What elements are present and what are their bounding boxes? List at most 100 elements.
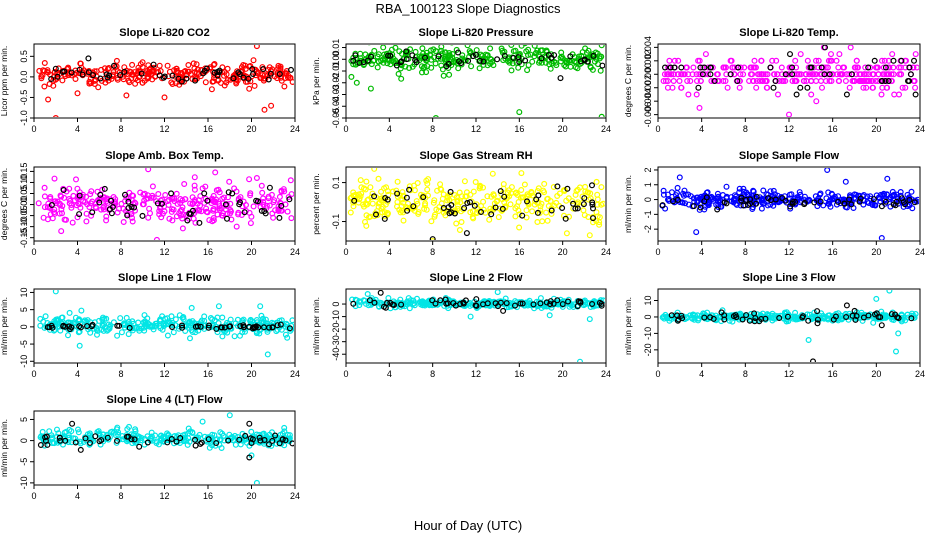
- data-point: [835, 64, 842, 71]
- x-tick-label: 0: [31, 247, 36, 257]
- data-point: [229, 190, 236, 197]
- data-point: [65, 319, 72, 326]
- data-point: [559, 301, 566, 308]
- data-point: [872, 77, 879, 84]
- data-point: [747, 71, 754, 78]
- data-point: [783, 316, 790, 323]
- y-tick-label: -0.006: [643, 102, 653, 128]
- series-all: [35, 168, 294, 240]
- data-point: [430, 199, 437, 206]
- data-point: [598, 300, 605, 307]
- data-point: [66, 309, 73, 316]
- data-point: [246, 454, 253, 461]
- data-point: [833, 57, 840, 64]
- data-point: [760, 187, 767, 194]
- data-point: [701, 64, 708, 71]
- data-point: [41, 59, 48, 66]
- data-point: [193, 61, 200, 68]
- data-point: [224, 329, 231, 336]
- data-point: [201, 190, 208, 197]
- data-point: [154, 200, 161, 207]
- data-point: [747, 200, 754, 207]
- data-point: [165, 432, 172, 439]
- data-point: [687, 77, 694, 84]
- data-point: [99, 186, 106, 193]
- y-tick-label: -10: [643, 327, 653, 340]
- data-point: [77, 324, 84, 331]
- data-point: [132, 439, 139, 446]
- data-point: [459, 52, 466, 59]
- data-point: [85, 69, 92, 76]
- data-point: [500, 307, 507, 314]
- data-point: [185, 61, 192, 68]
- data-point: [432, 300, 439, 307]
- data-point: [699, 71, 706, 78]
- data-point: [669, 198, 676, 205]
- y-tick-label: -0.5: [19, 90, 29, 106]
- data-point: [104, 431, 111, 438]
- data-point: [189, 329, 196, 336]
- data-point: [375, 200, 382, 207]
- data-point: [812, 57, 819, 64]
- data-point: [397, 65, 404, 72]
- data-point: [278, 187, 285, 194]
- data-point: [171, 195, 178, 202]
- data-point: [124, 212, 131, 219]
- data-point: [100, 206, 107, 213]
- data-point: [195, 206, 202, 213]
- data-point: [801, 77, 808, 84]
- data-point: [487, 208, 494, 215]
- data-point: [97, 191, 104, 198]
- x-tick-label: 20: [246, 491, 256, 501]
- data-point: [458, 219, 465, 226]
- data-point: [77, 446, 84, 453]
- data-point: [738, 194, 745, 201]
- data-point: [714, 71, 721, 78]
- data-point: [199, 418, 206, 425]
- data-point: [736, 185, 743, 192]
- data-point: [56, 434, 63, 441]
- data-point: [150, 67, 157, 74]
- data-point: [138, 70, 145, 77]
- data-point: [192, 74, 199, 81]
- data-point: [534, 209, 541, 216]
- x-tick-label: 20: [871, 124, 881, 134]
- data-point: [911, 314, 918, 321]
- data-point: [890, 57, 897, 64]
- data-point: [576, 184, 583, 191]
- data-point: [250, 57, 257, 64]
- panel-title: Slope Li-820 Temp.: [739, 27, 838, 39]
- data-point: [258, 319, 265, 326]
- y-tick-label: -10: [19, 476, 29, 489]
- data-point: [457, 301, 464, 308]
- data-point: [144, 67, 151, 74]
- data-point: [209, 195, 216, 202]
- data-point: [400, 199, 407, 206]
- data-point: [192, 442, 199, 449]
- data-point: [155, 191, 162, 198]
- data-point: [593, 178, 600, 185]
- data-point: [99, 314, 106, 321]
- y-tick-label: -30: [331, 335, 341, 348]
- data-point: [403, 194, 410, 201]
- data-point: [240, 61, 247, 68]
- data-point: [562, 215, 569, 222]
- data-point: [257, 437, 264, 444]
- data-point: [192, 219, 199, 226]
- data-point: [351, 197, 358, 204]
- x-tick-label: 24: [290, 369, 300, 379]
- data-point: [789, 77, 796, 84]
- data-point: [492, 300, 499, 307]
- data-point: [55, 65, 62, 72]
- data-point: [866, 77, 873, 84]
- data-point: [674, 317, 681, 324]
- x-tick-label: 8: [118, 369, 123, 379]
- data-point: [852, 316, 859, 323]
- data-point: [192, 77, 199, 84]
- x-tick-label: 8: [430, 369, 435, 379]
- data-point: [269, 324, 276, 331]
- data-point: [450, 300, 457, 307]
- data-point: [797, 51, 804, 58]
- data-point: [597, 67, 604, 74]
- data-point: [404, 204, 411, 211]
